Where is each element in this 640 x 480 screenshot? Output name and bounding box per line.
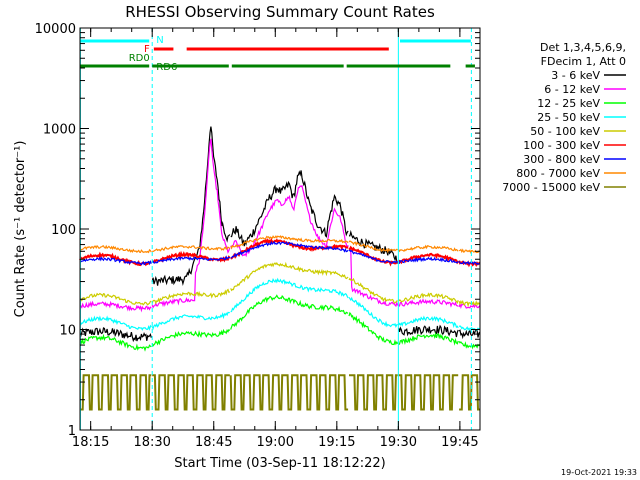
flag-bar-segment: [186, 47, 389, 51]
x-axis-title: Start Time (03-Sep-11 18:12:22): [174, 456, 385, 471]
x-tick-label: 19:45: [441, 435, 478, 450]
y-tick-label: 1000: [43, 123, 76, 138]
series-line: [79, 294, 481, 352]
y-tick-label: 1: [68, 424, 76, 439]
y-axis-title: Count Rate (s⁻¹ detector⁻¹): [13, 141, 28, 318]
legend-label: 800 - 7000 keV: [516, 167, 600, 180]
series-line: [79, 138, 481, 313]
flag-bar-segment: [80, 64, 150, 68]
flag-label-n: N: [156, 35, 163, 46]
series-layer: [79, 126, 481, 411]
x-tick-label: 19:30: [380, 435, 417, 450]
flag-bar-segment: [153, 47, 174, 51]
series-line: [79, 235, 480, 255]
x-tick-label: 18:45: [195, 435, 232, 450]
flag-bar-segment: [80, 39, 150, 43]
flag-bar-segment: [400, 39, 471, 43]
flag-bar-segment: [465, 64, 475, 68]
chart-title: RHESSI Observing Summary Count Rates: [125, 3, 435, 21]
legend-label: 25 - 50 keV: [537, 111, 600, 124]
legend-header-line-2: FDecim 1, Att 0: [541, 55, 626, 68]
flag-label-rd6: RD6: [156, 62, 177, 73]
flag-label-f: F: [144, 44, 150, 55]
flag-bar-segment: [152, 64, 229, 68]
legend: Det 1,3,4,5,6,9, FDecim 1, Att 0 3 - 6 k…: [502, 41, 626, 194]
x-tick-label: 19:00: [257, 435, 294, 450]
legend-label: 300 - 800 keV: [523, 153, 600, 166]
legend-label: 12 - 25 keV: [537, 97, 600, 110]
flag-label-rd0: RD0: [129, 53, 150, 64]
legend-label: 100 - 300 keV: [523, 139, 600, 152]
series-line: [79, 126, 481, 343]
x-tick-label: 18:15: [72, 435, 109, 450]
axis-layer: 1 10 100 1000 10000 18:15 18:30 18:45 19:00 19:15…: [35, 22, 480, 450]
legend-label: 6 - 12 keV: [544, 83, 600, 96]
legend-label: 3 - 6 keV: [551, 69, 600, 82]
y-tick-label: 100: [51, 223, 76, 238]
y-tick-label: 10: [59, 324, 76, 339]
legend-label: 50 - 100 keV: [530, 125, 600, 138]
x-tick-label: 18:30: [133, 435, 170, 450]
footer-timestamp: 19-Oct-2021 19:33: [561, 468, 637, 477]
flag-bar-segment: [231, 64, 344, 68]
series-line: [80, 374, 480, 411]
series-line: [79, 277, 481, 332]
series-line: [79, 240, 480, 266]
x-tick-label: 19:15: [318, 435, 355, 450]
y-tick-label: 10000: [35, 22, 76, 37]
legend-label: 7000 - 15000 keV: [502, 181, 600, 194]
flag-bar-segment: [346, 64, 451, 68]
legend-header-line-1: Det 1,3,4,5,6,9,: [540, 41, 626, 54]
series-line: [79, 261, 481, 308]
